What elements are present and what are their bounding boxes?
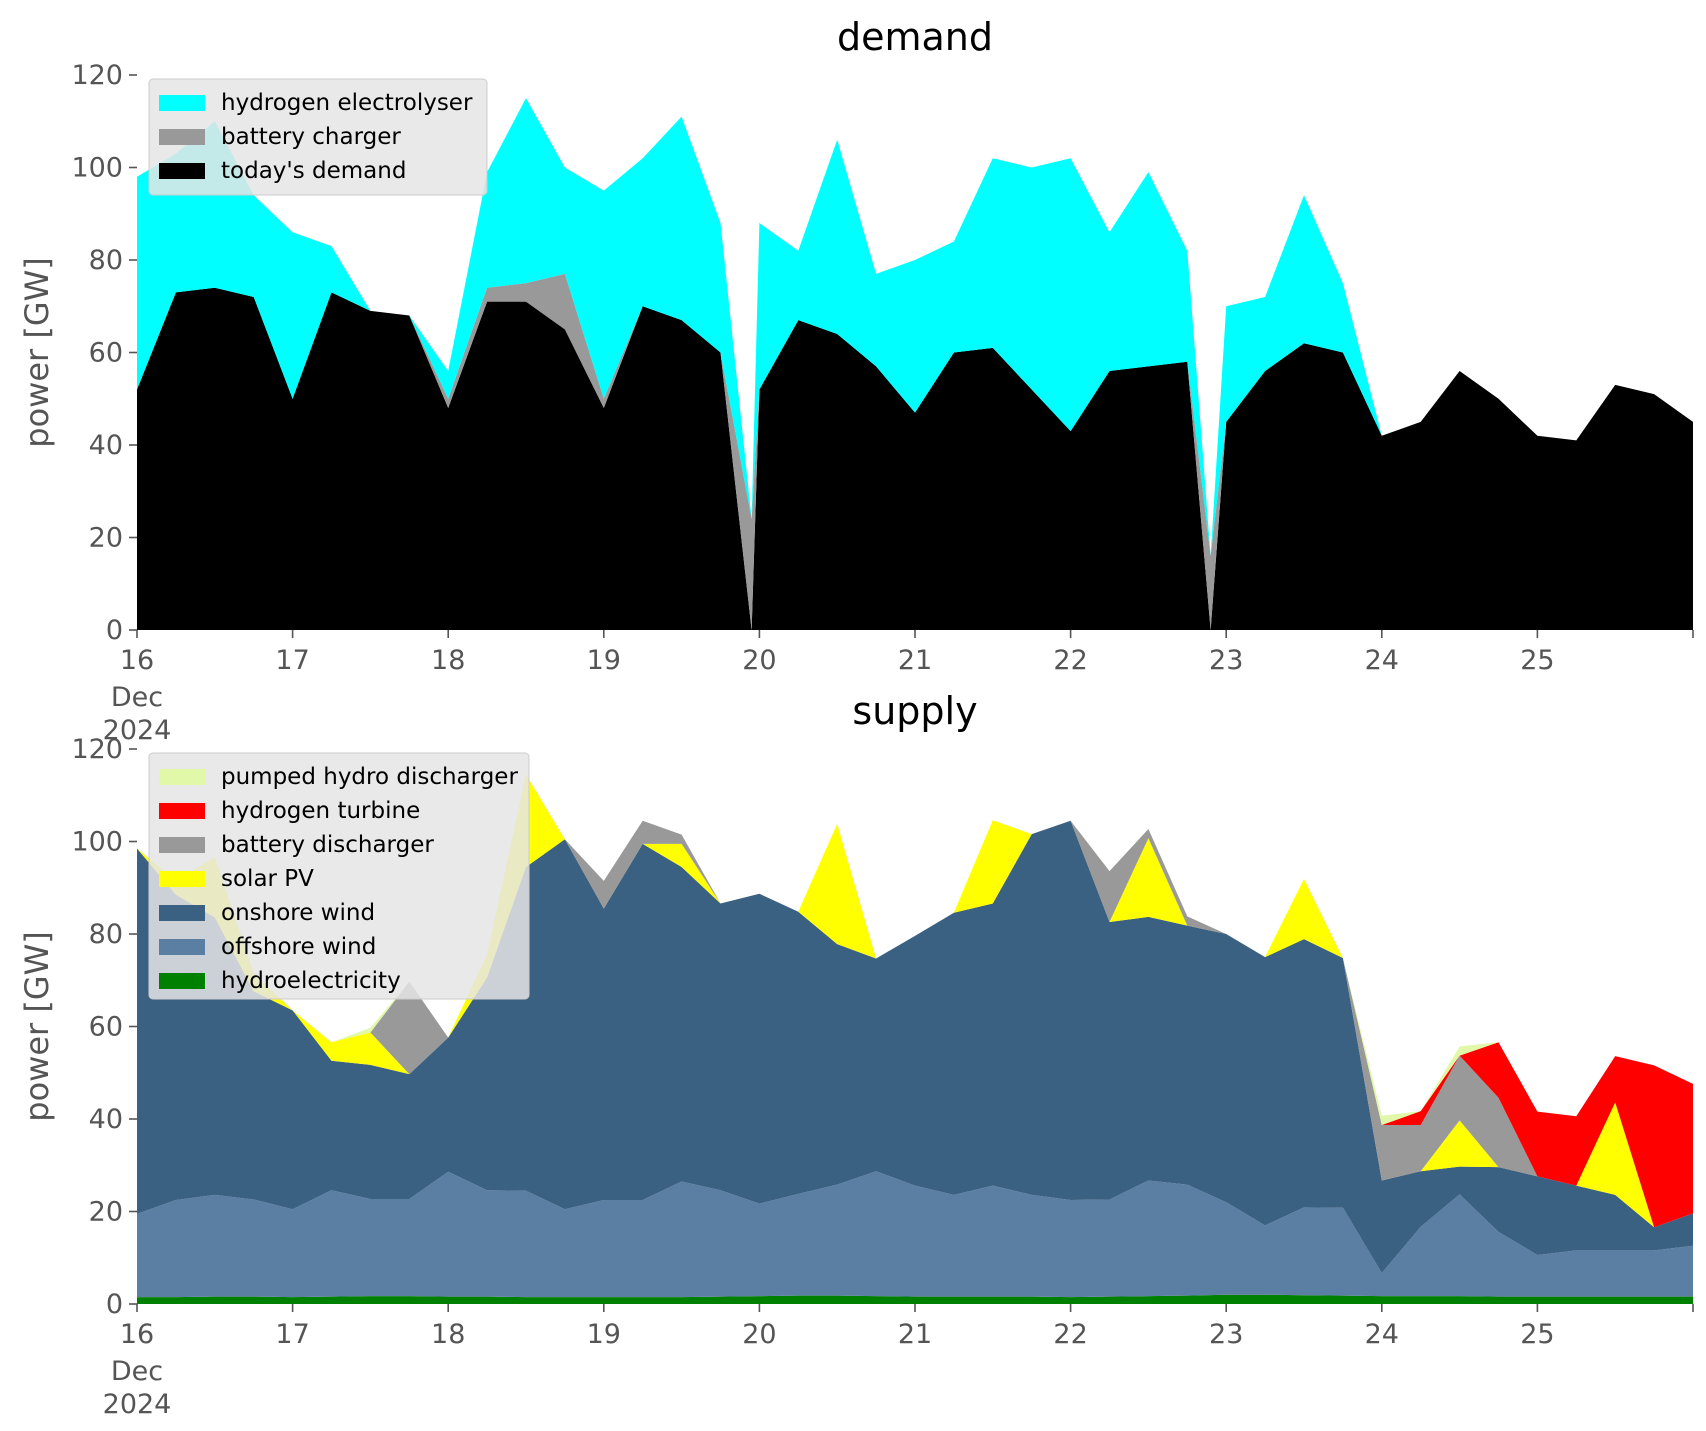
supply-legend-label: solar PV [221, 866, 314, 892]
supply-y-tick-label: 100 [71, 827, 123, 858]
supply-legend-swatch [159, 803, 205, 819]
demand-legend-label: today's demand [221, 158, 406, 184]
demand-x-tick-label: 23 [1209, 645, 1243, 676]
supply-legend-item: pumped hydro discharger [159, 764, 518, 790]
demand-x-tick-label: 19 [587, 645, 621, 676]
supply-y-axis: 0 20 40 60 80 100 120 [71, 734, 137, 1320]
demand-x-tick-label: 18 [431, 645, 465, 676]
demand-legend-swatch [159, 163, 205, 179]
supply-title: supply [852, 689, 977, 733]
supply-area-offshore-wind [137, 1171, 1693, 1298]
demand-area-hydrogen-electrolyser [137, 98, 1693, 556]
supply-x-tick-label: 19 [587, 1319, 621, 1350]
demand-y-tick-label: 120 [71, 60, 123, 91]
demand-y-axis: 0 20 40 60 80 100 120 [71, 60, 137, 646]
supply-legend-box [148, 752, 530, 1000]
supply-legend-label: onshore wind [221, 900, 375, 926]
supply-x-tick-sublabel: 2024 [103, 1389, 172, 1420]
supply-x-tick-label: 18 [431, 1319, 465, 1350]
supply-area-solar-pv [137, 774, 1693, 1228]
supply-x-tick-label: 20 [742, 1319, 776, 1350]
supply-legend-swatch [159, 905, 205, 921]
demand-y-tick-label: 0 [106, 615, 123, 646]
supply-x-tick-label: 22 [1053, 1319, 1087, 1350]
supply-y-tick-label: 60 [89, 1012, 123, 1043]
demand-title: demand [837, 15, 993, 59]
demand-y-tick-label: 80 [89, 245, 123, 276]
demand-legend-label: hydrogen electrolyser [221, 90, 473, 116]
demand-x-tick-label: 25 [1520, 645, 1554, 676]
demand-y-tick-label: 40 [89, 430, 123, 461]
supply-x-tick-label: 16 [120, 1319, 154, 1350]
supply-legend-item: offshore wind [159, 934, 376, 960]
supply-y-tick-label: 20 [89, 1197, 123, 1228]
supply-x-tick-label: 17 [275, 1319, 309, 1350]
supply-legend-label: hydrogen turbine [221, 798, 420, 824]
demand-x-tick-label: 22 [1053, 645, 1087, 676]
supply-legend-item: solar PV [159, 866, 314, 892]
demand-y-label: power [GW] [18, 257, 56, 447]
demand-x-tick-sublabel: Dec [111, 682, 163, 713]
demand-y-tick-label: 100 [71, 153, 123, 184]
demand-legend-box [148, 78, 488, 196]
supply-x-tick-sublabel: Dec [111, 1356, 163, 1387]
supply-y-label: power [GW] [18, 931, 56, 1121]
demand-y-tick-label: 20 [89, 523, 123, 554]
demand-x-tick-sublabel: 2024 [103, 715, 172, 746]
supply-legend-item: hydroelectricity [159, 968, 401, 994]
demand-legend: hydrogen electrolyser battery charger toda… [148, 78, 488, 196]
demand-x-tick-label: 16 [120, 645, 154, 676]
supply-y-tick-label: 0 [106, 1289, 123, 1320]
demand-legend-swatch [159, 95, 205, 111]
demand-y-tick-label: 60 [89, 338, 123, 369]
supply-legend-label: offshore wind [221, 934, 376, 960]
supply-legend-swatch [159, 837, 205, 853]
supply-legend-item: hydrogen turbine [159, 798, 420, 824]
supply-legend-label: battery discharger [221, 832, 434, 858]
supply-x-tick-label: 21 [898, 1319, 932, 1350]
demand-legend-label: battery charger [221, 124, 401, 150]
demand-x-tick-label: 21 [898, 645, 932, 676]
supply-y-tick-label: 80 [89, 919, 123, 950]
supply-x-tick-label: 25 [1520, 1319, 1554, 1350]
supply-legend-swatch [159, 973, 205, 989]
supply-x-tick-label: 23 [1209, 1319, 1243, 1350]
supply-legend-label: hydroelectricity [221, 968, 401, 994]
demand-x-tick-label: 17 [275, 645, 309, 676]
demand-legend-item: hydrogen electrolyser [159, 90, 473, 116]
supply-legend-swatch [159, 769, 205, 785]
demand-x-tick-label: 24 [1365, 645, 1399, 676]
supply-y-tick-label: 120 [71, 734, 123, 765]
demand-legend-item: today's demand [159, 158, 406, 184]
supply-x-tick-label: 24 [1365, 1319, 1399, 1350]
supply-legend-swatch [159, 871, 205, 887]
supply-legend-label: pumped hydro discharger [221, 764, 518, 790]
supply-legend-item: onshore wind [159, 900, 375, 926]
demand-legend-item: battery charger [159, 124, 401, 150]
supply-legend-swatch [159, 939, 205, 955]
supply-legend: pumped hydro discharger hydrogen turbine b… [148, 752, 530, 1000]
demand-x-tick-label: 20 [742, 645, 776, 676]
supply-y-tick-label: 40 [89, 1104, 123, 1135]
demand-legend-swatch [159, 129, 205, 145]
supply-legend-item: battery discharger [159, 832, 434, 858]
demand-area-today-s-demand [137, 287, 1693, 630]
